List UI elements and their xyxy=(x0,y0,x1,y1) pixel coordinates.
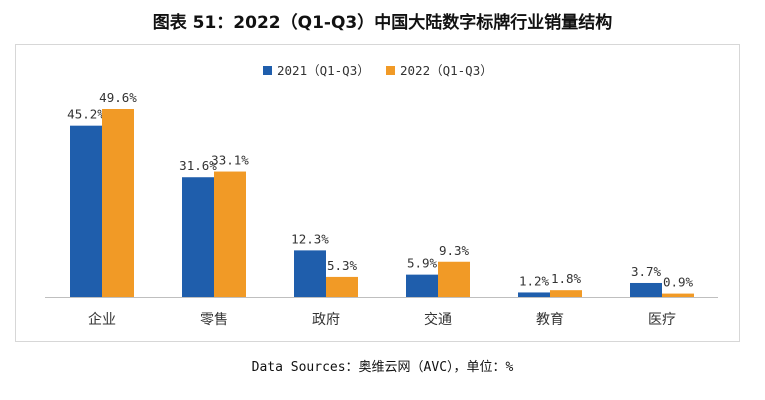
data-label-2021-0: 45.2% xyxy=(67,107,105,122)
bar-2021-2[interactable] xyxy=(294,250,326,297)
bar-2022-3[interactable] xyxy=(438,261,470,297)
data-label-2022-3: 9.3% xyxy=(439,243,470,258)
data-label-2022-1: 33.1% xyxy=(211,153,249,168)
bar-2022-2[interactable] xyxy=(326,276,358,297)
data-label-2022-5: 0.9% xyxy=(663,275,694,290)
legend-label-2022: 2022（Q1-Q3） xyxy=(400,63,493,78)
data-label-2021-3: 5.9% xyxy=(407,256,438,271)
bar-2022-5[interactable] xyxy=(662,293,694,297)
category-label-5: 医疗 xyxy=(648,312,676,328)
bar-2021-0[interactable] xyxy=(70,125,102,297)
legend-swatch-2021 xyxy=(263,66,272,75)
bar-2021-4[interactable] xyxy=(518,292,550,297)
category-label-2: 政府 xyxy=(312,312,340,328)
category-label-0: 企业 xyxy=(88,311,116,328)
chart-title: 图表 51：2022（Q1-Q3）中国大陆数字标牌行业销量结构 xyxy=(152,13,613,33)
bar-2022-0[interactable] xyxy=(102,109,134,297)
chart-frame xyxy=(15,44,740,342)
bar-2021-1[interactable] xyxy=(182,177,214,297)
data-source-note: Data Sources：奥维云网（AVC），单位：% xyxy=(251,360,514,375)
data-label-2021-5: 3.7% xyxy=(631,264,662,279)
data-label-2022-4: 1.8% xyxy=(551,271,582,286)
bar-2022-1[interactable] xyxy=(214,171,246,297)
bar-2021-3[interactable] xyxy=(406,274,438,297)
category-label-4: 教育 xyxy=(536,312,564,328)
category-label-1: 零售 xyxy=(200,312,228,328)
legend-label-2021: 2021（Q1-Q3） xyxy=(277,63,370,78)
bar-2022-4[interactable] xyxy=(550,290,582,297)
data-label-2021-1: 31.6% xyxy=(179,158,217,173)
category-label-3: 交通 xyxy=(424,311,452,328)
data-label-2022-0: 49.6% xyxy=(99,90,137,105)
bar-2021-5[interactable] xyxy=(630,282,662,297)
legend-swatch-2022 xyxy=(386,66,395,75)
data-label-2021-2: 12.3% xyxy=(291,231,329,246)
data-label-2021-4: 1.2% xyxy=(519,273,550,288)
data-label-2022-2: 5.3% xyxy=(327,258,358,273)
